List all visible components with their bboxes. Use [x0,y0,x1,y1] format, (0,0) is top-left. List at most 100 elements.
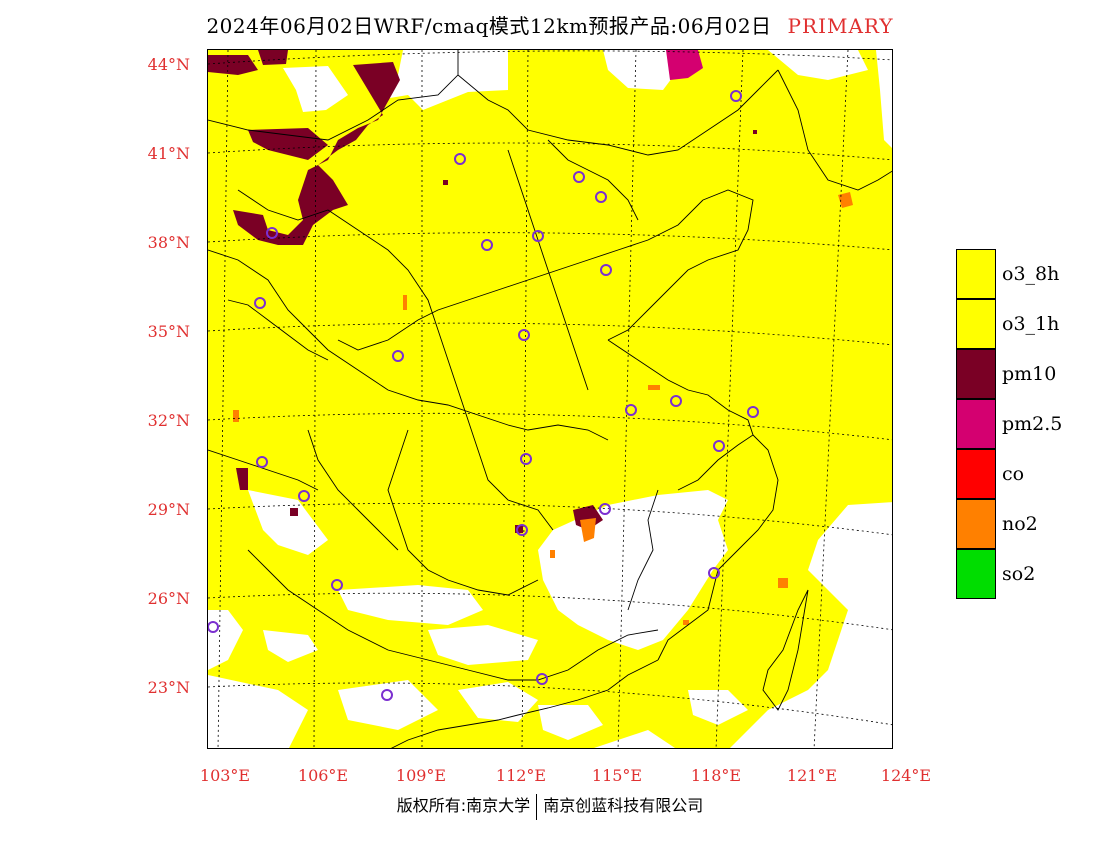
boundary-line [247,549,659,681]
pm10-region [258,50,288,65]
map-title: 2024年06月02日WRF/cmaq模式12km预报产品:06月02日 [206,14,772,38]
city-station [670,395,682,407]
pm10-region [753,130,757,134]
lon-label-115: 115°E [591,766,643,785]
boundary-line [777,69,892,191]
city-station [392,350,404,362]
legend-label-co: co [1002,463,1025,485]
city-station [331,579,343,591]
pm10-region [515,525,523,533]
city-station [481,239,493,251]
lat-label-38: 38°N [147,233,190,252]
boundary-line [607,339,754,491]
no2-region [550,550,555,558]
lat-label-44: 44°N [147,55,190,74]
clean-area [538,705,603,740]
city-station [520,453,532,465]
no2-region [580,518,596,542]
city-station [266,227,278,239]
boundary-line [437,329,554,531]
boundary-line [607,189,754,341]
pm10-areas [208,50,757,533]
map-panel [207,49,893,749]
clean-area [338,680,438,730]
boundary-line [387,429,539,596]
primary-tag: PRIMARY [787,14,894,38]
clean-area [876,50,892,148]
lon-line [715,50,744,748]
lon-label-112: 112°E [495,766,547,785]
lat-label-29: 29°N [147,500,190,519]
no2-region [648,385,660,390]
lon-label-109: 109°E [395,766,447,785]
lat-label-26: 26°N [147,589,190,608]
boundary-line [547,139,639,221]
legend-swatch-pm10 [956,349,996,399]
boundary-line [208,50,459,141]
city-station [573,171,585,183]
city-station [298,490,310,502]
city-station [595,191,607,203]
boundary-line [627,489,659,611]
city-station [536,673,548,685]
boundary-line [457,69,779,156]
clean-area [263,630,318,662]
city-station [208,621,219,633]
city-station [747,406,759,418]
lat-label-23: 23°N [147,678,190,697]
boundaries [208,50,892,748]
pm10-region [236,468,248,490]
city-station [625,404,637,416]
legend-label-so2: so2 [1002,563,1036,585]
legend-label-pm25: pm2.5 [1002,413,1063,435]
pm10-region [233,62,400,245]
legend-swatch-o3-8h [956,249,996,299]
city-station [708,567,720,579]
o3-field [208,50,892,748]
taiwan-outline [762,589,809,711]
legend-swatch-pm25 [956,399,996,449]
pm10-region [208,55,258,75]
boundary-line [237,189,439,331]
lon-label-106: 106°E [297,766,349,785]
no2-region [838,192,853,208]
city-station [254,297,266,309]
city-station [600,264,612,276]
clean-area [428,625,538,665]
clean-area [283,66,348,112]
pm25-areas [666,50,703,80]
clean-area [730,502,892,748]
coastline [390,659,659,748]
lon-line [217,50,229,748]
boundary-line [307,429,399,551]
lon-line [617,50,637,748]
clean-area [378,50,508,110]
no2-region [403,295,407,310]
boundary-line [208,449,319,491]
lat-label-41: 41°N [147,144,190,163]
legend-swatch-co [956,449,996,499]
no2-region [233,410,239,422]
clean-area [603,50,678,90]
graticule [208,50,892,748]
legend-label-o3-8h: o3_8h [1002,263,1060,285]
lon-line [521,50,529,748]
boundary-line [337,199,704,351]
legend-swatch-no2 [956,499,996,549]
legend-swatch-o3-1h [956,299,996,349]
lat-label-35: 35°N [147,322,190,341]
city-station [516,524,528,536]
no2-areas [233,192,853,625]
boundary-line [208,249,609,441]
coastline [657,434,779,661]
pm10-region [290,508,298,516]
clean-area [338,585,483,625]
legend-label-pm10: pm10 [1002,363,1057,385]
pm25-region [666,50,703,80]
lon-label-103: 103°E [199,766,251,785]
boundary-line [507,149,589,391]
pm10-region [248,128,328,160]
city-stations [208,90,759,701]
city-station [730,90,742,102]
pm10-region [573,505,603,530]
